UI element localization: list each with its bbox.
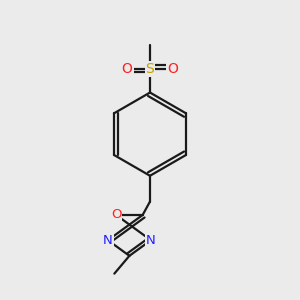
Text: O: O (122, 62, 133, 76)
Text: O: O (111, 208, 122, 221)
Text: O: O (167, 62, 178, 76)
Text: S: S (146, 62, 154, 76)
Text: N: N (103, 234, 113, 247)
Text: N: N (146, 234, 156, 247)
